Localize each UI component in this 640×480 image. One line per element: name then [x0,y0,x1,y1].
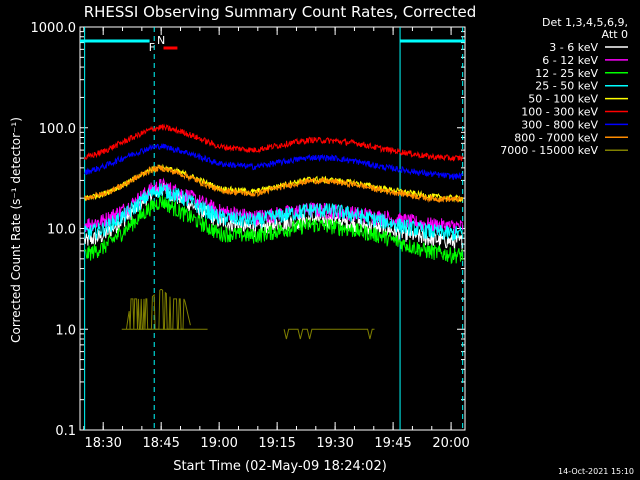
flag-label: N [157,34,165,47]
series-line [84,143,464,181]
legend-label: 12 - 25 keV [535,67,598,80]
chart-title: RHESSI Observing Summary Count Rates, Co… [84,3,477,21]
legend-label: 800 - 7000 keV [514,131,598,144]
plot-area: 0.1 1.0 10.0 100.0 1000.0 18:30 18:45 19:00 19:1… [31,21,470,451]
series-line [84,183,464,241]
legend-label: 300 - 800 keV [521,118,598,131]
footer-timestamp: 14-Oct-2021 15:10 [558,467,634,476]
x-tick-label: 19:45 [374,436,411,451]
x-tick-label: 18:45 [142,436,179,451]
y-tick-label: 1.0 [55,323,76,338]
legend-label: 100 - 300 keV [521,106,598,119]
y-tick-label: 100.0 [39,122,76,137]
x-tick-label: 19:00 [200,436,237,451]
legend-header-attenuator: Att 0 [602,28,628,41]
series-line [84,194,464,265]
legend-label: 3 - 6 keV [549,41,598,54]
y-tick-label: 0.1 [55,424,76,439]
x-tick-label: 19:30 [316,436,353,451]
legend-label: 7000 - 15000 keV [500,144,598,157]
y-tick-label: 1000.0 [31,21,77,36]
series-line [84,123,464,162]
y-axis-label: Corrected Count Rate (s⁻¹ detector⁻¹) [9,117,23,343]
legend-header-detectors: Det 1,3,4,5,6,9, [542,16,628,29]
y-tick-label: 10.0 [47,223,76,238]
series-line [84,164,463,203]
x-tick-label: 18:30 [84,436,121,451]
series-line [125,289,191,330]
x-axis-label: Start Time (02-May-09 18:24:02) [173,459,387,474]
series-line-secondary [283,328,375,340]
legend-label: 6 - 12 keV [542,54,598,67]
x-tick-label: 20:00 [432,436,469,451]
legend-label: 50 - 100 keV [528,93,598,106]
legend-label: 25 - 50 keV [535,80,598,93]
flag-label: F [149,41,155,54]
x-tick-label: 19:15 [258,436,295,451]
series-line [84,163,464,203]
